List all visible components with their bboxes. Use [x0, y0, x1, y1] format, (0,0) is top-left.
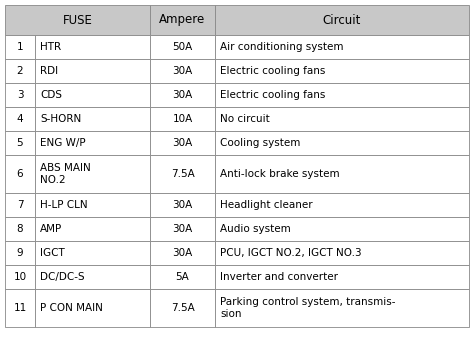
- Bar: [35, 83, 150, 107]
- Text: ENG W/P: ENG W/P: [40, 138, 86, 148]
- Text: Ampere: Ampere: [159, 14, 206, 27]
- Text: 2: 2: [17, 66, 23, 76]
- Text: DC/DC-S: DC/DC-S: [40, 272, 85, 282]
- Text: Electric cooling fans: Electric cooling fans: [220, 90, 325, 100]
- Bar: [215, 131, 469, 155]
- Bar: [5, 155, 35, 193]
- Bar: [35, 241, 150, 265]
- Text: 6: 6: [17, 169, 23, 179]
- Text: IGCT: IGCT: [40, 248, 65, 258]
- Text: CDS: CDS: [40, 90, 62, 100]
- Bar: [5, 241, 35, 265]
- Bar: [215, 241, 469, 265]
- Text: 7.5A: 7.5A: [171, 169, 194, 179]
- Bar: [215, 107, 469, 131]
- Text: 30A: 30A: [173, 200, 192, 210]
- Bar: [5, 107, 35, 131]
- Text: 4: 4: [17, 114, 23, 124]
- Text: ABS MAIN
NO.2: ABS MAIN NO.2: [40, 163, 91, 185]
- Text: Circuit: Circuit: [323, 14, 361, 27]
- Bar: [35, 265, 150, 289]
- Bar: [150, 241, 215, 265]
- Text: 30A: 30A: [173, 224, 192, 234]
- Bar: [215, 193, 469, 217]
- Text: 5: 5: [17, 138, 23, 148]
- Bar: [35, 217, 150, 241]
- Bar: [35, 289, 150, 327]
- Bar: [150, 289, 215, 327]
- Text: P CON MAIN: P CON MAIN: [40, 303, 103, 313]
- Bar: [150, 5, 215, 35]
- Text: HTR: HTR: [40, 42, 61, 52]
- Text: 30A: 30A: [173, 138, 192, 148]
- Bar: [150, 83, 215, 107]
- Text: Electric cooling fans: Electric cooling fans: [220, 66, 325, 76]
- Text: Cooling system: Cooling system: [220, 138, 301, 148]
- Bar: [215, 217, 469, 241]
- Text: 50A: 50A: [173, 42, 192, 52]
- Bar: [35, 131, 150, 155]
- Bar: [35, 193, 150, 217]
- Bar: [215, 59, 469, 83]
- Bar: [5, 59, 35, 83]
- Bar: [215, 265, 469, 289]
- Text: 11: 11: [13, 303, 27, 313]
- Bar: [150, 265, 215, 289]
- Text: 10: 10: [13, 272, 27, 282]
- Text: Audio system: Audio system: [220, 224, 291, 234]
- Text: Anti-lock brake system: Anti-lock brake system: [220, 169, 340, 179]
- Text: 30A: 30A: [173, 248, 192, 258]
- Bar: [5, 5, 150, 35]
- Text: 7: 7: [17, 200, 23, 210]
- Text: 30A: 30A: [173, 66, 192, 76]
- Bar: [215, 289, 469, 327]
- Text: AMP: AMP: [40, 224, 62, 234]
- Bar: [215, 83, 469, 107]
- Bar: [215, 155, 469, 193]
- Bar: [5, 131, 35, 155]
- Bar: [5, 83, 35, 107]
- Text: Headlight cleaner: Headlight cleaner: [220, 200, 313, 210]
- Text: 1: 1: [17, 42, 23, 52]
- Text: Parking control system, transmis-
sion: Parking control system, transmis- sion: [220, 297, 395, 319]
- Text: Air conditioning system: Air conditioning system: [220, 42, 344, 52]
- Bar: [150, 193, 215, 217]
- Text: 3: 3: [17, 90, 23, 100]
- Bar: [35, 155, 150, 193]
- Text: RDI: RDI: [40, 66, 58, 76]
- Text: FUSE: FUSE: [63, 14, 92, 27]
- Text: PCU, IGCT NO.2, IGCT NO.3: PCU, IGCT NO.2, IGCT NO.3: [220, 248, 362, 258]
- Bar: [5, 193, 35, 217]
- Text: 30A: 30A: [173, 90, 192, 100]
- Bar: [215, 5, 469, 35]
- Bar: [150, 131, 215, 155]
- Bar: [150, 155, 215, 193]
- Text: 7.5A: 7.5A: [171, 303, 194, 313]
- Bar: [35, 59, 150, 83]
- Bar: [215, 35, 469, 59]
- Text: S-HORN: S-HORN: [40, 114, 81, 124]
- Text: 9: 9: [17, 248, 23, 258]
- Text: 8: 8: [17, 224, 23, 234]
- Bar: [150, 59, 215, 83]
- Bar: [5, 265, 35, 289]
- Bar: [150, 107, 215, 131]
- Bar: [5, 35, 35, 59]
- Text: 10A: 10A: [173, 114, 192, 124]
- Bar: [5, 289, 35, 327]
- Text: No circuit: No circuit: [220, 114, 270, 124]
- Text: Inverter and converter: Inverter and converter: [220, 272, 338, 282]
- Text: 5A: 5A: [176, 272, 190, 282]
- Bar: [5, 217, 35, 241]
- Bar: [150, 35, 215, 59]
- Text: H-LP CLN: H-LP CLN: [40, 200, 88, 210]
- Bar: [35, 35, 150, 59]
- Bar: [150, 217, 215, 241]
- Bar: [35, 107, 150, 131]
